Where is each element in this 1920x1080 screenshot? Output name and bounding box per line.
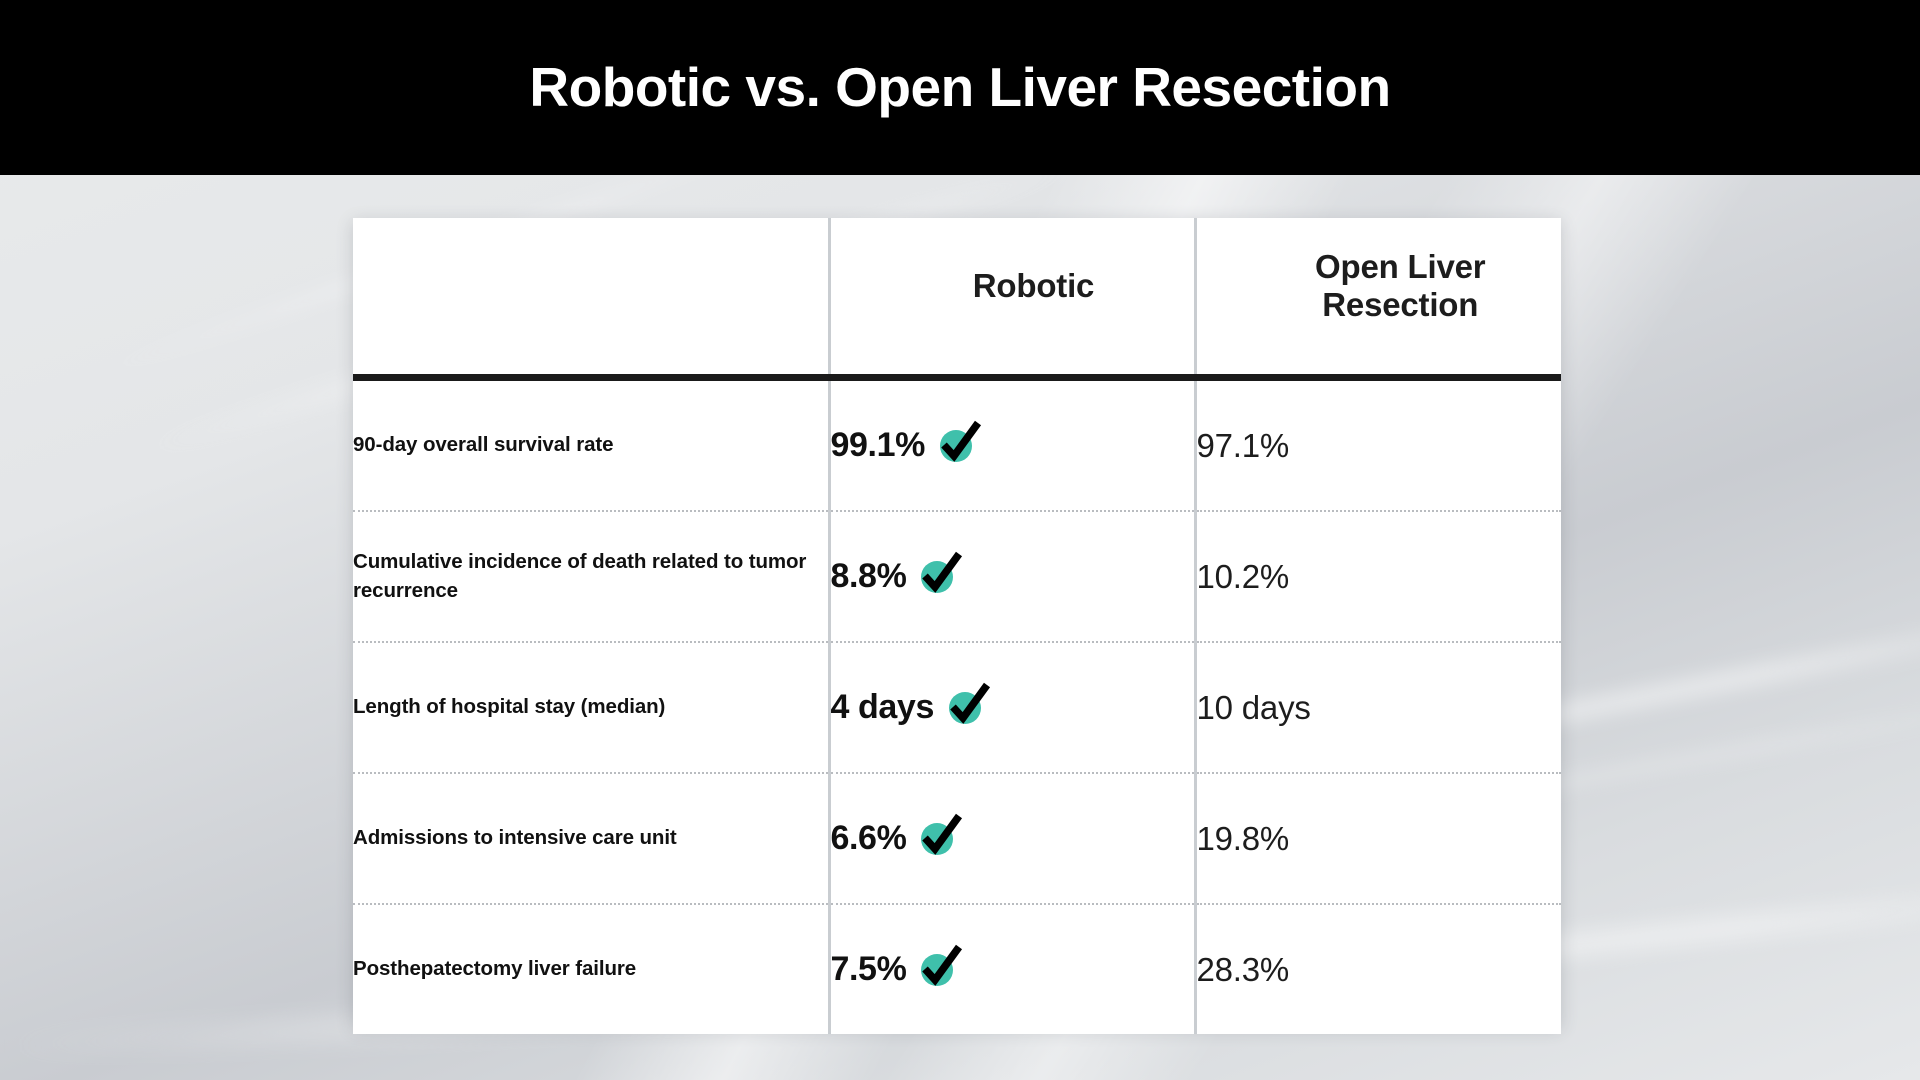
- row-robotic-value: 6.6%: [830, 819, 907, 857]
- row-label-cell: Length of hospital stay (median): [353, 642, 829, 774]
- row-label: Admissions to intensive care unit: [353, 826, 677, 850]
- row-robotic-cell: 4 days: [827, 642, 1195, 774]
- row-label-cell: Admissions to intensive care unit: [353, 773, 829, 905]
- row-open-value: 10.2%: [1196, 557, 1290, 595]
- row-robotic-value: 7.5%: [830, 950, 907, 988]
- row-open-value: 19.8%: [1196, 819, 1290, 857]
- check-mark-icon: [914, 813, 963, 862]
- column-header-robotic-label: Robotic: [972, 266, 1095, 304]
- row-label: 90-day overall survival rate: [353, 433, 614, 457]
- table-row: Length of hospital stay (median) 4 days: [353, 642, 1561, 774]
- table-row: Admissions to intensive care unit 6.6%: [353, 773, 1561, 905]
- row-open-cell: 97.1%: [1193, 377, 1561, 512]
- column-header-blank-label: [353, 286, 828, 306]
- column-header-blank: [353, 218, 829, 381]
- row-label: Length of hospital stay (median): [353, 695, 666, 719]
- column-header-robotic: Robotic: [827, 218, 1195, 381]
- comparison-table: Robotic Open Liver Resection 90-day over…: [353, 218, 1561, 1034]
- row-open-value: 28.3%: [1196, 950, 1290, 988]
- row-robotic-value: 8.8%: [830, 557, 907, 595]
- table-row: Posthepatectomy liver failure 7.5%: [353, 904, 1561, 1034]
- row-robotic-cell: 99.1%: [827, 377, 1195, 512]
- row-label-cell: 90-day overall survival rate: [353, 377, 829, 512]
- row-robotic-value: 99.1%: [830, 426, 926, 464]
- row-label-cell: Cumulative incidence of death related to…: [353, 511, 829, 643]
- title-bar: Robotic vs. Open Liver Resection: [0, 0, 1920, 175]
- row-label-cell: Posthepatectomy liver failure: [353, 904, 829, 1034]
- row-robotic-cell: 6.6%: [827, 773, 1195, 905]
- row-label: Posthepatectomy liver failure: [353, 957, 637, 981]
- table-row: 90-day overall survival rate 99.1%: [353, 377, 1561, 512]
- table-row: Cumulative incidence of death related to…: [353, 511, 1561, 643]
- row-open-cell: 19.8%: [1193, 773, 1561, 905]
- row-open-value: 10 days: [1196, 688, 1311, 726]
- row-label: Cumulative incidence of death related to…: [353, 550, 807, 602]
- row-robotic-cell: 7.5%: [827, 904, 1195, 1034]
- table-header-row: Robotic Open Liver Resection: [353, 218, 1561, 381]
- row-open-cell: 28.3%: [1193, 904, 1561, 1034]
- page-title: Robotic vs. Open Liver Resection: [529, 56, 1391, 118]
- check-mark-icon: [933, 420, 981, 469]
- column-header-open-label: Open Liver Resection: [1315, 247, 1486, 323]
- check-mark-icon: [942, 682, 990, 731]
- check-mark-icon: [914, 944, 963, 993]
- row-open-cell: 10.2%: [1193, 511, 1561, 643]
- table-body: 90-day overall survival rate 99.1%: [353, 377, 1561, 1034]
- row-open-cell: 10 days: [1193, 642, 1561, 774]
- row-robotic-value: 4 days: [830, 688, 935, 726]
- row-robotic-cell: 8.8%: [827, 511, 1195, 643]
- column-header-open: Open Liver Resection: [1193, 218, 1561, 381]
- comparison-table-panel: Robotic Open Liver Resection 90-day over…: [353, 218, 1561, 1034]
- table-header: Robotic Open Liver Resection: [353, 218, 1561, 381]
- check-mark-icon: [914, 551, 963, 600]
- row-open-value: 97.1%: [1196, 426, 1290, 464]
